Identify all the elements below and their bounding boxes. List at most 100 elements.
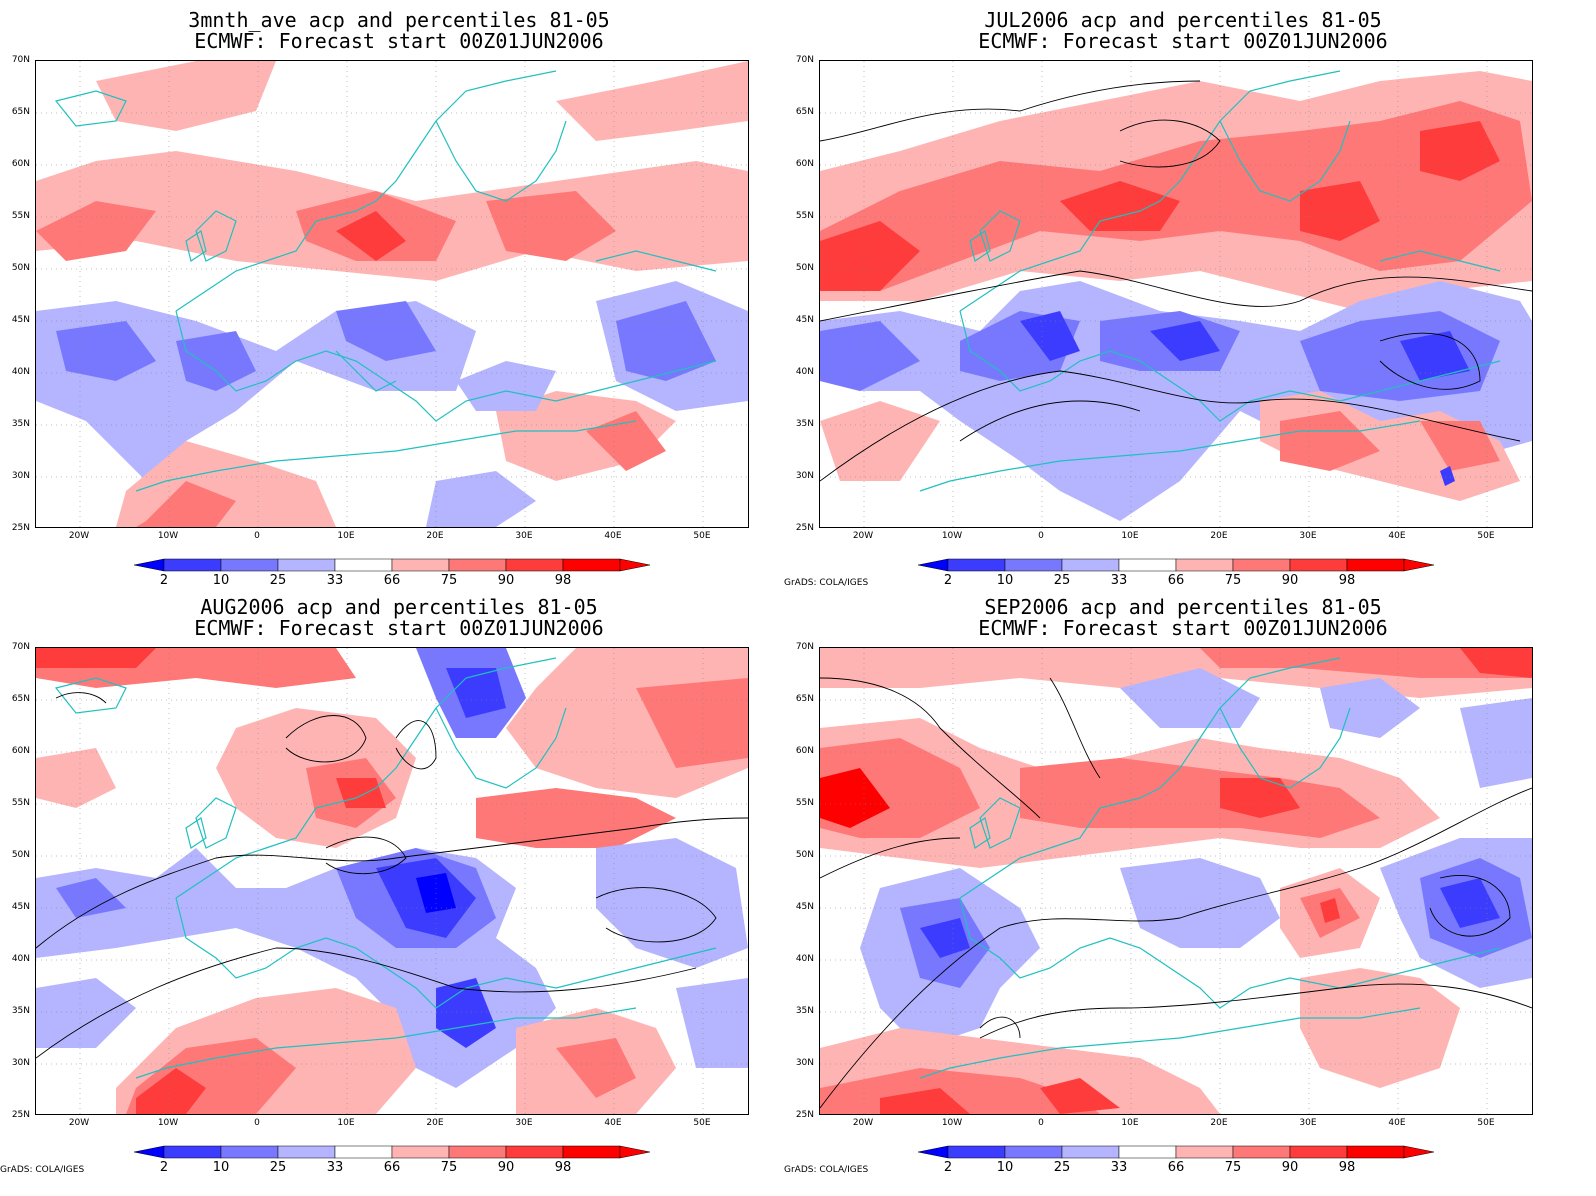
colorbar-label: 75: [1224, 1160, 1242, 1175]
panel-title-line2: ECMWF: Forecast start 00Z01JUN2006: [978, 29, 1388, 53]
lat-label: 35N: [11, 419, 30, 429]
lat-label: 35N: [795, 1006, 814, 1016]
lat-label: 70N: [795, 55, 814, 65]
panel-title-line1: JUL2006 acp and percentiles 81-05: [984, 8, 1382, 32]
colorbar-label: 66: [383, 573, 401, 588]
map-plot: [35, 647, 749, 1115]
colorbar-label: 90: [1281, 573, 1299, 588]
colorbar-label: 25: [269, 573, 287, 588]
colorbar-label: 10: [212, 1160, 230, 1175]
precip-shading: [36, 648, 748, 1114]
precip-shading: [820, 648, 1532, 1114]
lat-label: 65N: [11, 107, 30, 117]
lat-label: 65N: [11, 694, 30, 704]
coastlines: [54, 70, 717, 492]
colorbar-label: 2: [159, 1160, 169, 1175]
colorbar-label: 75: [440, 1160, 458, 1175]
panel-title-line2: ECMWF: Forecast start 00Z01JUN2006: [978, 616, 1388, 640]
lon-label: 0: [1038, 531, 1044, 541]
lon-label: 10E: [1121, 531, 1139, 541]
grid-lines: [820, 648, 1532, 1114]
lat-label: 60N: [11, 159, 30, 169]
lon-label: 10W: [157, 1118, 179, 1128]
colorbar-label: 33: [1110, 573, 1128, 588]
lat-label: 50N: [795, 263, 814, 273]
colorbar-label: 25: [269, 1160, 287, 1175]
lon-label: 10W: [941, 1118, 963, 1128]
coastlines: [54, 657, 717, 1079]
lat-label: 50N: [11, 263, 30, 273]
colorbar-label: 2: [943, 1160, 953, 1175]
lat-label: 60N: [795, 746, 814, 756]
panel-title-line2: ECMWF: Forecast start 00Z01JUN2006: [194, 616, 604, 640]
lat-label: 45N: [11, 902, 30, 912]
lat-label: 70N: [11, 55, 30, 65]
lat-label: 55N: [11, 798, 30, 808]
lat-label: 40N: [11, 954, 30, 964]
panel-3mnth-ave: 3mnth_ave acp and percentiles 81-05 ECMW…: [0, 0, 798, 598]
colorbar-label: 25: [1053, 573, 1071, 588]
lon-label: 30E: [515, 531, 533, 541]
lon-label: 50E: [1477, 1118, 1495, 1128]
contours: [820, 80, 1532, 482]
precip-shading: [820, 71, 1532, 521]
lon-label: 0: [1038, 1118, 1044, 1128]
lon-label: 20E: [426, 531, 444, 541]
lat-label: 55N: [795, 798, 814, 808]
colorbar-label: 33: [1110, 1160, 1128, 1175]
map-svg: [36, 61, 748, 527]
contours: [36, 692, 748, 1059]
lat-label: 60N: [795, 159, 814, 169]
lon-label: 10E: [337, 531, 355, 541]
lat-label: 55N: [795, 211, 814, 221]
colorbar: [918, 558, 1435, 572]
lon-label: 20W: [852, 531, 874, 541]
lat-label: 40N: [795, 367, 814, 377]
lat-label: 25N: [11, 523, 30, 533]
lat-label: 35N: [11, 1006, 30, 1016]
map-svg: [36, 648, 748, 1114]
panel-title-line2: ECMWF: Forecast start 00Z01JUN2006: [194, 29, 604, 53]
lat-label: 55N: [11, 211, 30, 221]
contours: [820, 677, 1532, 1109]
lat-label: 30N: [11, 1058, 30, 1068]
colorbar-label: 98: [554, 1160, 572, 1175]
lon-label: 20E: [426, 1118, 444, 1128]
lat-label: 40N: [795, 954, 814, 964]
map-plot: [819, 647, 1533, 1115]
colorbar-label: 90: [1281, 1160, 1299, 1175]
lon-label: 50E: [1477, 531, 1495, 541]
panel-title-line1: AUG2006 acp and percentiles 81-05: [200, 595, 598, 619]
lon-label: 30E: [1299, 1118, 1317, 1128]
colorbar-label: 2: [943, 573, 953, 588]
lat-label: 40N: [11, 367, 30, 377]
lat-label: 65N: [795, 694, 814, 704]
lat-label: 30N: [11, 471, 30, 481]
map-plot: [35, 60, 749, 528]
colorbar-label: 10: [212, 573, 230, 588]
precip-shading: [36, 61, 748, 527]
lon-label: 40E: [1388, 1118, 1406, 1128]
lon-label: 40E: [604, 1118, 622, 1128]
lat-label: 25N: [11, 1110, 30, 1120]
colorbar-label: 10: [996, 1160, 1014, 1175]
coastlines: [919, 70, 1501, 492]
colorbar-label: 33: [326, 1160, 344, 1175]
colorbar-label: 25: [1053, 1160, 1071, 1175]
colorbar: [134, 558, 651, 572]
lon-label: 50E: [693, 531, 711, 541]
lat-label: 45N: [11, 315, 30, 325]
panel-title-line1: 3mnth_ave acp and percentiles 81-05: [188, 8, 610, 32]
lon-label: 30E: [1299, 531, 1317, 541]
colorbar: [134, 1145, 651, 1159]
colorbar-label: 66: [1167, 1160, 1185, 1175]
grads-credit: GrADS: COLA/IGES: [0, 1165, 85, 1175]
colorbar-label: 98: [1338, 1160, 1356, 1175]
lon-label: 40E: [604, 531, 622, 541]
map-svg: [820, 61, 1532, 527]
lat-label: 30N: [795, 471, 814, 481]
lat-label: 35N: [795, 419, 814, 429]
panel-title-line1: SEP2006 acp and percentiles 81-05: [984, 595, 1382, 619]
panel-jul2006: JUL2006 acp and percentiles 81-05 ECMWF:…: [784, 0, 1582, 598]
lat-label: 50N: [11, 850, 30, 860]
